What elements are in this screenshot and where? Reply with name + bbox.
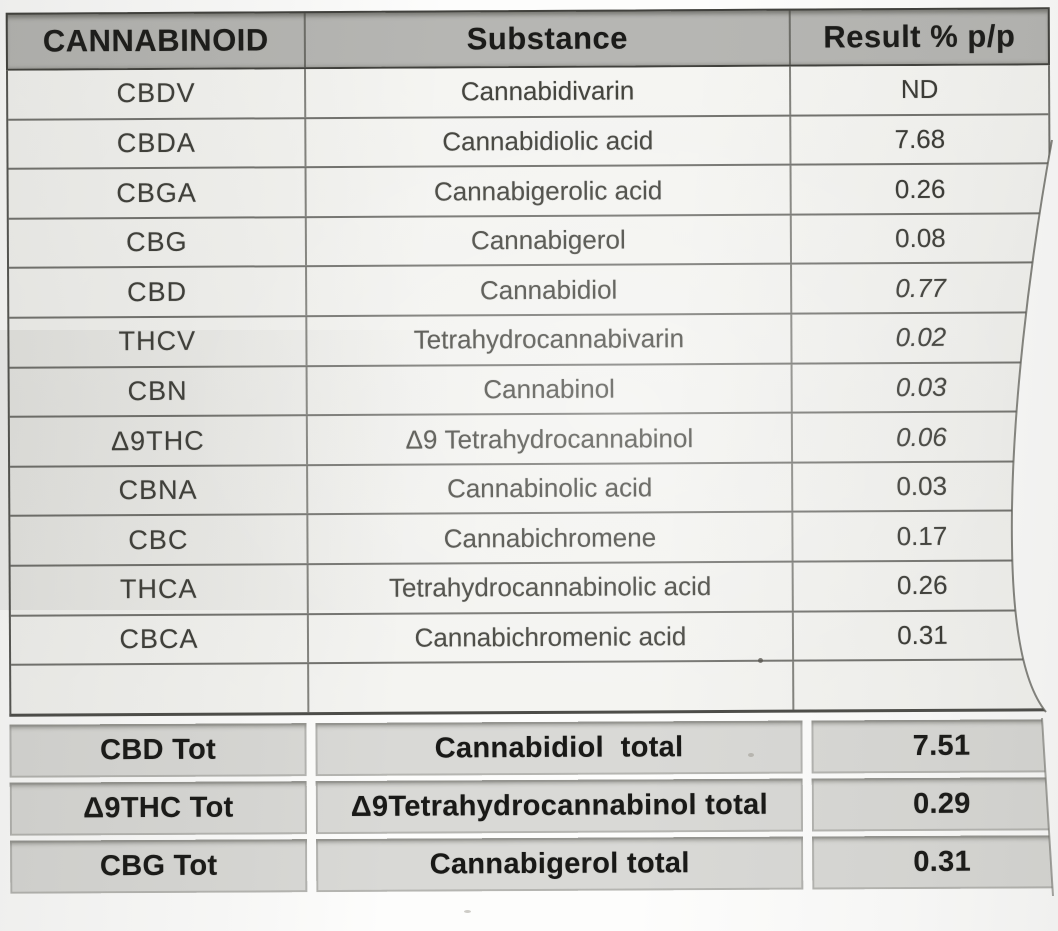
substance-name: Cannabichromenic acid — [306, 612, 793, 663]
result-value: ND — [789, 65, 1049, 115]
total-substance: Cannabigerol total — [316, 836, 804, 893]
cannabinoid-code: THCA — [119, 574, 198, 605]
cannabinoid-code: Δ9THC — [111, 425, 205, 456]
cannabinoid-code: CBDV — [116, 78, 196, 109]
table-row: CBNA Cannabinolic acid 0.03 — [10, 462, 1051, 518]
total-code: CBG Tot — [10, 839, 308, 894]
cannabinoid-code: CBN — [127, 375, 188, 407]
cannabinoid-code: CBCA — [119, 623, 199, 655]
total-code: Δ9THC Tot — [9, 781, 308, 836]
substance-name: Cannabinolic acid — [305, 463, 792, 514]
cannabinoid-code: CBGA — [116, 177, 197, 208]
result-value: 0.03 — [790, 362, 1050, 412]
total-substance: Δ9Tetrahydrocannabinol total — [315, 778, 804, 835]
substance-name: Cannabigerol — [304, 215, 791, 266]
cannabinoid-code: CBG — [125, 226, 188, 258]
result-value: 0.31 — [791, 610, 1052, 660]
table-row: CBG Cannabigerol 0.08 — [8, 214, 1050, 270]
substance-name: Tetrahydrocannabivarin — [305, 314, 791, 365]
table-row: CBN Cannabinol 0.03 — [9, 362, 1050, 418]
table-row: CBD Cannabidiol 0.77 — [9, 263, 1050, 319]
result-value: 0.26 — [789, 164, 1049, 214]
substance-name: Tetrahydrocannabinolic acid — [306, 562, 792, 613]
substance-name: Cannabidiol — [304, 265, 791, 316]
table-row: CBC Cannabichromene 0.17 — [10, 511, 1051, 567]
substance-name: Cannabinol — [305, 364, 791, 415]
total-result: 7.51 — [811, 719, 1058, 774]
table-total-row: CBG Tot Cannabigerol total 0.31 — [10, 835, 1058, 894]
result-value: 0.26 — [791, 561, 1051, 611]
result-value — [792, 660, 1052, 710]
table-row: CBCA Cannabichromenic acid 0.31 — [10, 610, 1052, 667]
cannabinoid-results-table: CANNABINOID Substance Result % p/p CBDV C… — [5, 7, 1058, 894]
total-result: 0.29 — [811, 777, 1058, 832]
cannabinoid-code: CBD — [127, 276, 188, 307]
substance-name: Cannabidivarin — [303, 66, 790, 117]
column-header-substance: Substance — [303, 10, 790, 68]
result-value: 0.02 — [790, 313, 1050, 363]
column-header-cannabinoid: CANNABINOID — [42, 22, 269, 59]
cannabinoid-code: CBDA — [116, 127, 196, 159]
table-row: CBGA Cannabigerolic acid 0.26 — [8, 164, 1049, 220]
cannabinoid-code: CBNA — [118, 474, 198, 506]
cannabinoid-code: THCV — [118, 326, 197, 357]
table-row: THCA Tetrahydrocannabinolic acid 0.26 — [10, 561, 1051, 617]
cannabinoid-code: CBC — [128, 524, 189, 555]
total-code: CBD Tot — [9, 723, 307, 778]
substance-name: Cannabichromene — [306, 513, 792, 564]
total-result: 0.31 — [812, 835, 1058, 890]
substance-name: Cannabidiolic acid — [304, 116, 790, 167]
result-value: 0.03 — [791, 462, 1051, 512]
table-row: CBDV Cannabidivarin ND — [8, 65, 1049, 121]
cannabinoid-code — [11, 664, 307, 713]
result-value: 0.08 — [789, 214, 1050, 264]
substance-name: Cannabigerolic acid — [304, 165, 790, 217]
result-value: 7.68 — [789, 114, 1049, 164]
total-substance: Cannabidiol total — [315, 720, 803, 777]
table-row: Δ9THC Δ9 Tetrahydrocannabinol 0.06 — [9, 412, 1051, 468]
result-value: 0.77 — [790, 263, 1050, 313]
table-body: CBDV Cannabidivarin ND CBDA Cannabidiolic ac… — [6, 65, 1054, 717]
table-total-row: Δ9THC Tot Δ9Tetrahydrocannabinol total 0.2… — [9, 777, 1058, 836]
result-value: 0.17 — [791, 511, 1051, 561]
table-row: THCV Tetrahydrocannabivarin 0.02 — [9, 313, 1050, 369]
table-header-row: CANNABINOID Substance Result % p/p — [5, 7, 1050, 71]
substance-name — [306, 661, 793, 713]
table-row: CBDA Cannabidiolic acid 7.68 — [8, 114, 1049, 170]
table-total-row: CBD Tot Cannabidiol total 7.51 — [9, 719, 1058, 778]
substance-name: Δ9 Tetrahydrocannabinol — [305, 413, 792, 465]
table-totals-section: CBD Tot Cannabidiol total 7.51 Δ9THC Tot Δ9T… — [9, 719, 1058, 894]
result-value: 0.06 — [790, 412, 1051, 462]
paper-speck — [464, 910, 471, 913]
table-row — [11, 660, 1052, 714]
column-header-result: Result % p/p — [788, 9, 1048, 65]
